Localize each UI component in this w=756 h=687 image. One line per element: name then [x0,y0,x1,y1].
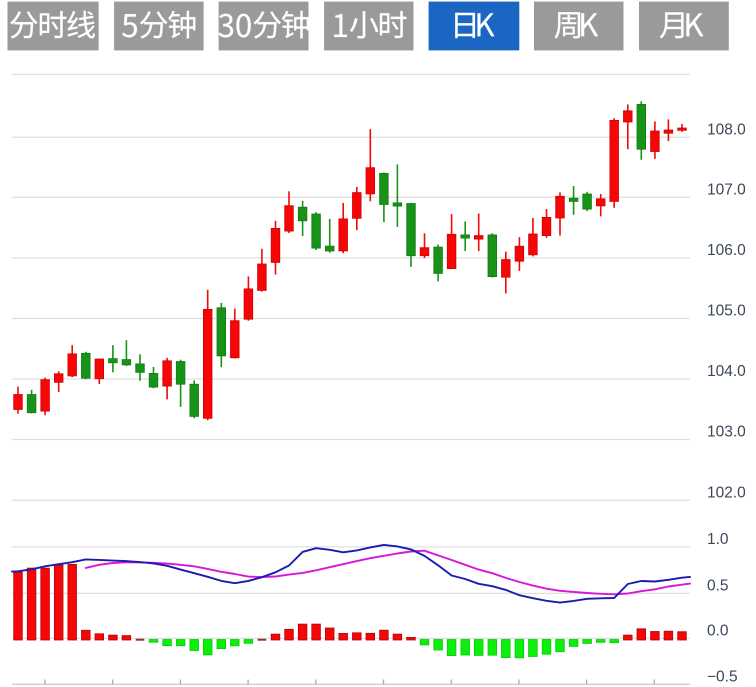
svg-text:105.0: 105.0 [707,303,746,320]
svg-text:102.0: 102.0 [707,485,746,502]
svg-text:107.0: 107.0 [707,182,746,199]
svg-text:106.0: 106.0 [707,242,746,259]
svg-text:−0.5: −0.5 [707,669,738,686]
svg-text:108.0: 108.0 [707,121,746,138]
svg-text:104.0: 104.0 [707,363,746,380]
svg-text:1.0: 1.0 [707,531,729,548]
svg-text:103.0: 103.0 [707,424,746,441]
svg-text:0.0: 0.0 [707,623,729,640]
svg-text:0.5: 0.5 [707,578,729,595]
